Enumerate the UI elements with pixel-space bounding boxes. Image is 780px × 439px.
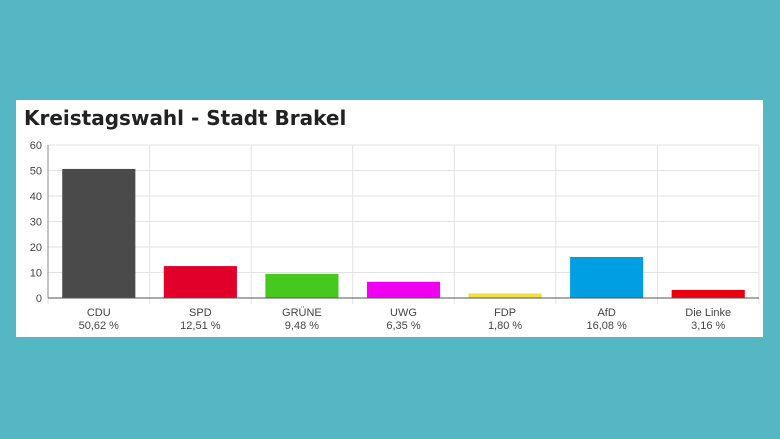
y-tick-label: 60 [30, 140, 42, 152]
y-tick-label: 40 [30, 191, 42, 203]
bar-value-label: 12,51 % [180, 320, 221, 332]
chart-card: Kreistagswahl - Stadt Brakel 0 10 20 30 40 50… [16, 100, 763, 337]
bar-value-label: 3,16 % [691, 320, 725, 332]
bar-value-label: 1,80 % [488, 320, 522, 332]
bar [163, 266, 237, 298]
bar-value-label: 50,62 % [79, 320, 120, 332]
x-category-label: SPD [189, 307, 212, 319]
y-tick-label: 10 [30, 268, 42, 280]
bar [265, 273, 339, 298]
bar-value-label: 16,08 % [586, 320, 627, 332]
x-category-label: FDP [494, 307, 516, 319]
y-tick-label: 30 [30, 217, 42, 229]
bar-value-label: 6,35 % [386, 320, 420, 332]
bar [62, 168, 136, 298]
bar [570, 256, 644, 298]
y-tick-label: 20 [30, 242, 42, 254]
y-tick-label: 0 [36, 293, 42, 305]
bar [366, 281, 441, 298]
chart-title: Kreistagswahl - Stadt Brakel [24, 106, 347, 130]
x-category-label: CDU [87, 307, 111, 319]
bar-value-label: 9,48 % [285, 320, 319, 332]
y-tick-label: 50 [30, 166, 42, 178]
x-category-label: Die Linke [685, 307, 731, 319]
x-category-label: AfD [597, 307, 615, 319]
x-category-label: UWG [390, 307, 417, 319]
x-category-label: GRÜNE [282, 307, 322, 319]
bar [671, 289, 745, 298]
bar [468, 293, 542, 298]
